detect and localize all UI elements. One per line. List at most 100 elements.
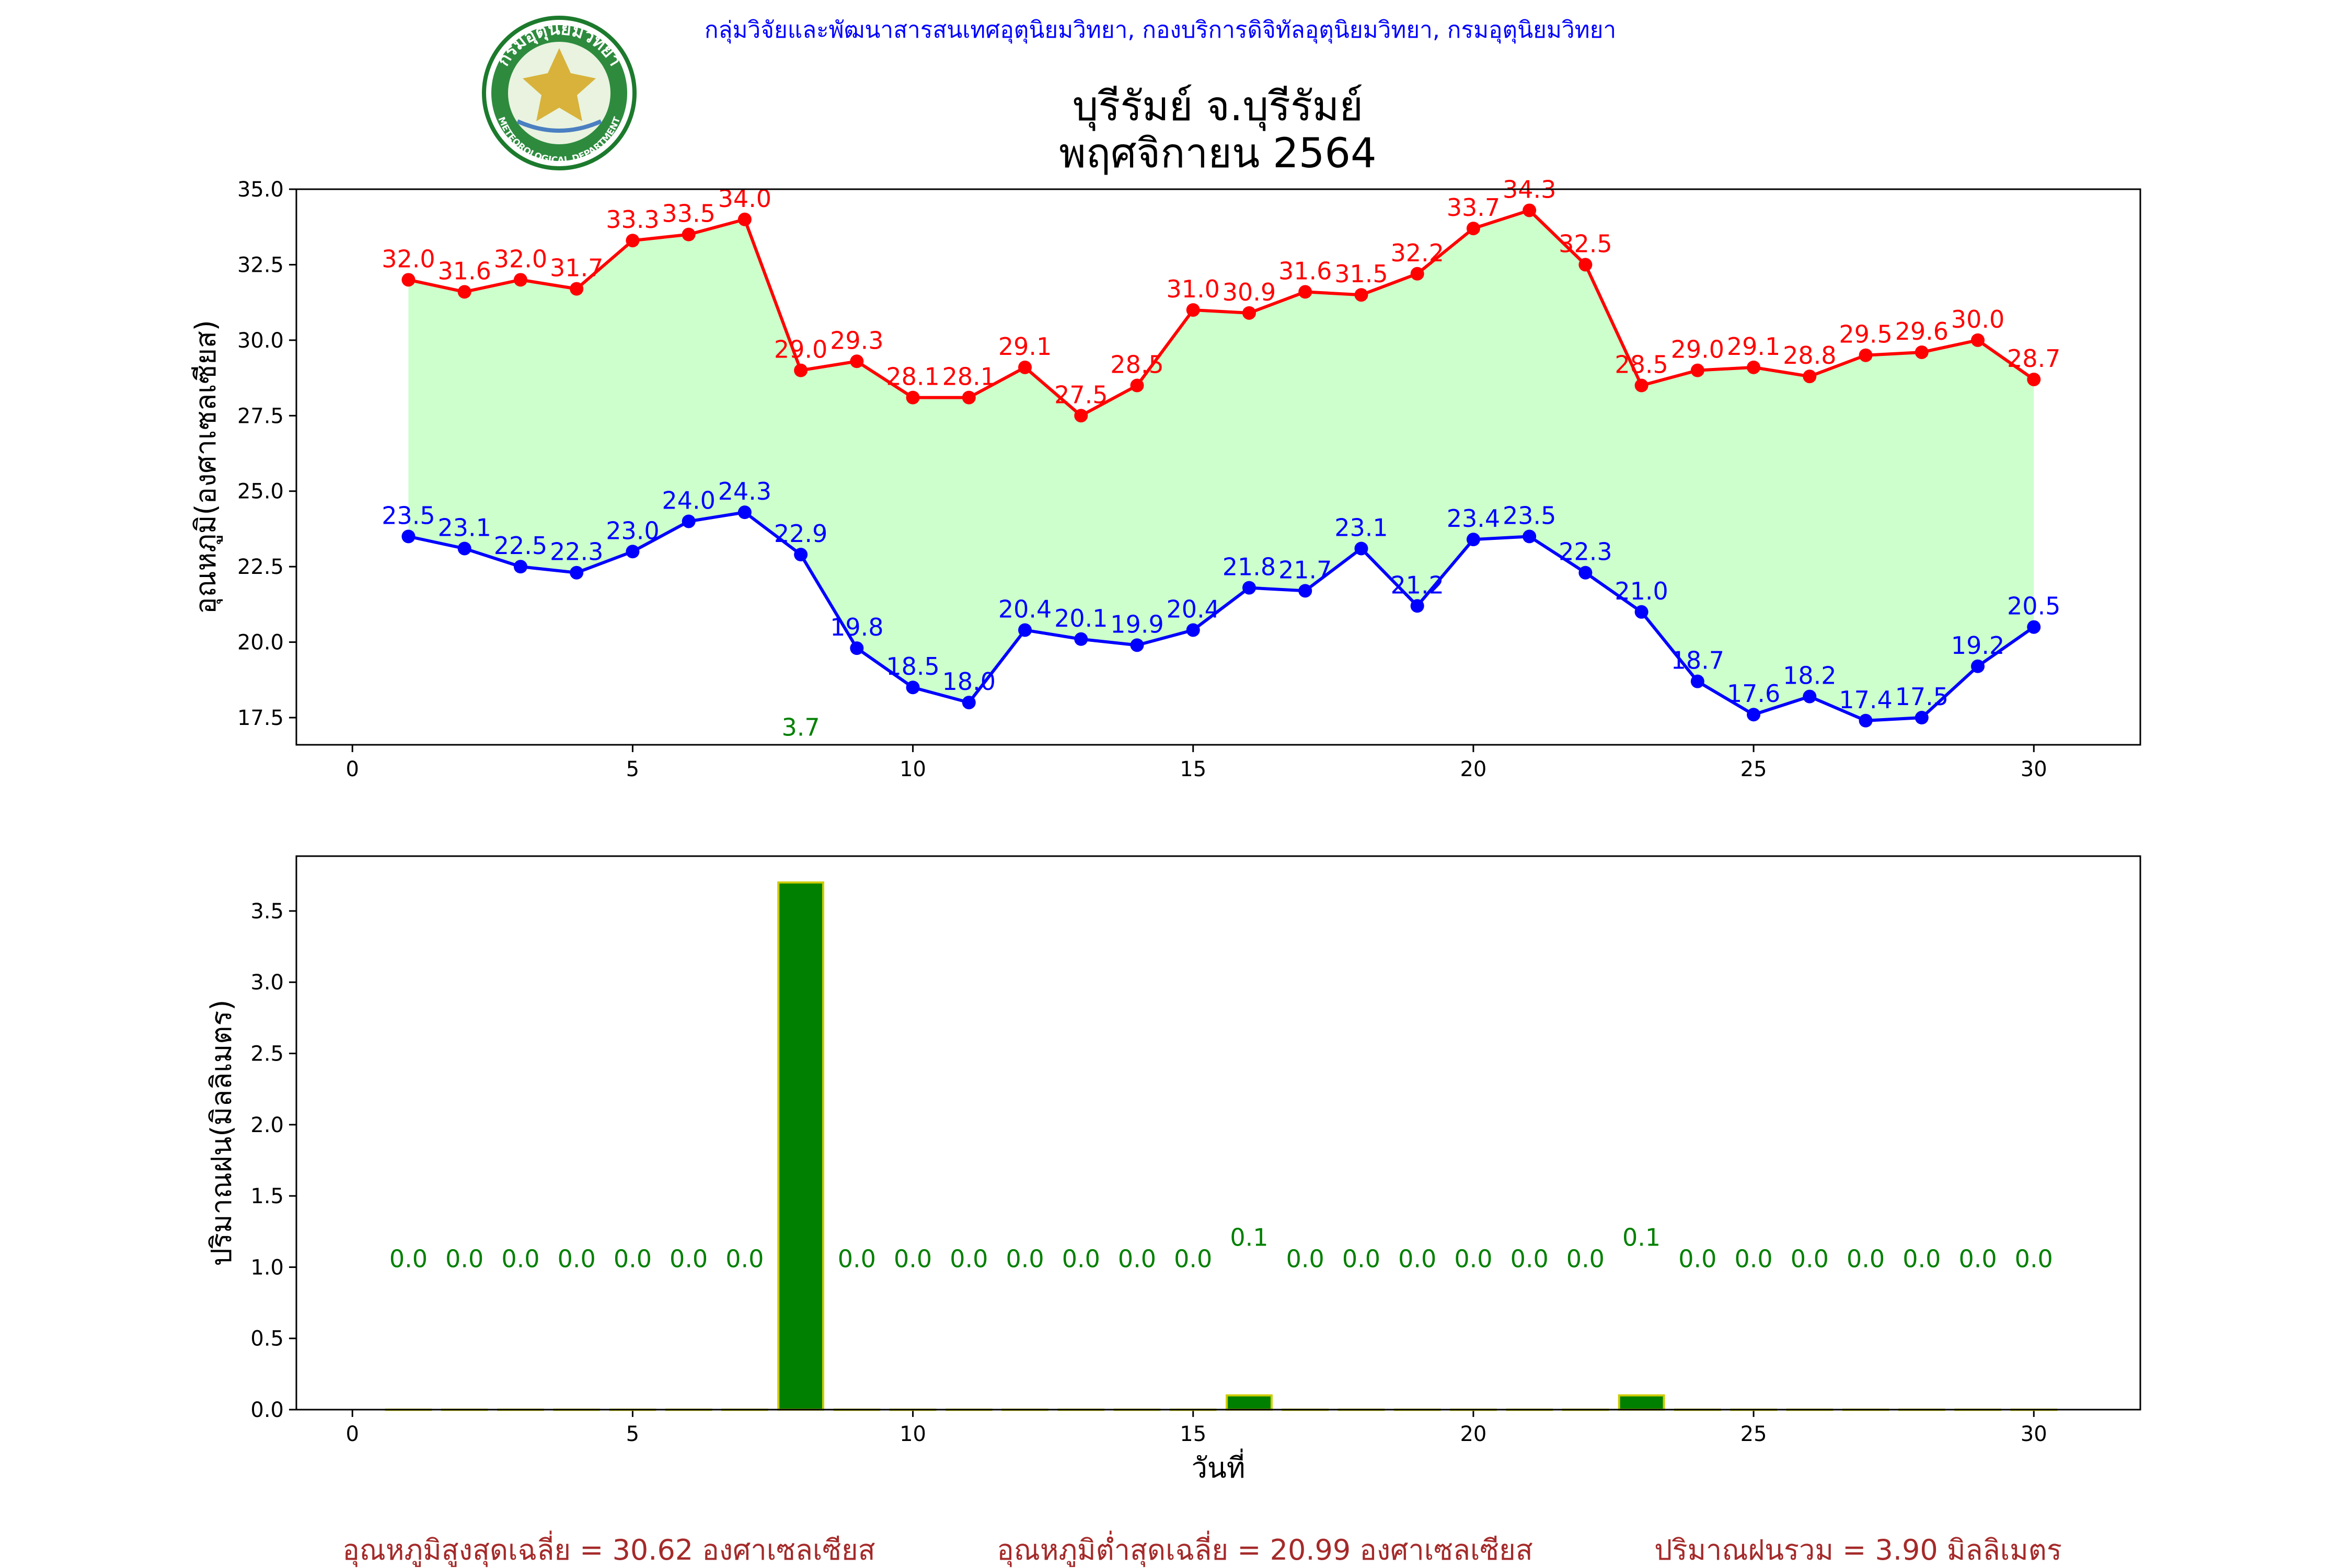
rain-value-label: 0.0 <box>950 1244 988 1273</box>
min-temp-point <box>1634 605 1648 619</box>
max-temp-point <box>457 285 471 299</box>
max-temp-point <box>1634 378 1648 393</box>
max-temp-point <box>1242 306 1256 320</box>
y-tick-label: 2.5 <box>250 1042 284 1066</box>
rain-value-label: 0.0 <box>1398 1244 1436 1273</box>
plot-area <box>296 856 2140 1410</box>
max-temp-value-label: 29.6 <box>1895 317 1949 345</box>
max-temp-value-label: 31.6 <box>1278 257 1332 285</box>
min-temp-point <box>794 548 808 562</box>
x-tick-label: 15 <box>1180 1422 1206 1446</box>
min-temp-point <box>906 681 920 695</box>
rainfall-y-axis-label: ปริมาณฝน(มิลลิเมตร) <box>205 1000 238 1266</box>
min-temp-value-label: 17.5 <box>1895 683 1949 711</box>
rain-bar <box>1226 1394 1273 1411</box>
max-temp-value-label: 31.6 <box>437 257 491 285</box>
x-tick-label: 20 <box>1460 757 1486 781</box>
y-tick-label: 27.5 <box>237 404 284 428</box>
min-temp-point <box>1130 638 1144 652</box>
max-temp-point <box>1186 303 1200 317</box>
min-temp-line <box>408 510 2035 722</box>
min-temp-value-label: 17.6 <box>1727 679 1780 708</box>
y-tick-label: 1.5 <box>250 1184 284 1208</box>
min-temp-point <box>1803 689 1817 704</box>
max-temp-point <box>682 227 696 241</box>
min-temp-point <box>570 566 584 580</box>
rain-value-label: 0.0 <box>725 1244 764 1273</box>
max-temp-value-label: 30.0 <box>1951 305 2004 333</box>
x-tick-label: 5 <box>626 757 639 781</box>
footer-total-rain: ปริมาณฝนรวม = 3.90 มิลลิเมตร <box>1654 1534 2062 1566</box>
min-temp-value-label: 18.0 <box>942 667 996 696</box>
y-tick-label: 22.5 <box>237 555 284 579</box>
max-temp-value-label: 33.5 <box>662 200 715 228</box>
min-temp-point <box>1466 533 1480 547</box>
max-temp-point <box>794 363 808 377</box>
max-temp-point <box>1298 285 1312 299</box>
max-temp-value-label: 29.1 <box>1727 332 1780 361</box>
min-temp-point <box>962 696 976 710</box>
max-temp-value-label: 32.2 <box>1390 239 1444 267</box>
footer-avg-max: อุณหภูมิสูงสุดเฉลี่ย = 30.62 องศาเซลเซีย… <box>342 1530 875 1567</box>
min-temp-value-label: 23.5 <box>1503 501 1556 529</box>
max-temp-point <box>1410 267 1424 281</box>
max-temp-point <box>1074 409 1088 423</box>
min-temp-point <box>513 560 527 574</box>
y-tick-label: 3.5 <box>250 900 284 924</box>
max-temp-value-label: 31.0 <box>1167 275 1220 303</box>
y-tick-label: 0.5 <box>250 1327 284 1351</box>
min-temp-value-label: 20.1 <box>1054 604 1108 632</box>
rain-value-label: 0.0 <box>1847 1244 1885 1273</box>
rainfall-x-axis-label: วันที่ <box>1192 1448 1246 1484</box>
rain-value-label: 0.0 <box>1454 1244 1492 1273</box>
rain-value-label: 0.0 <box>670 1244 708 1273</box>
max-temp-value-label: 32.0 <box>382 245 435 273</box>
min-temp-value-label: 19.8 <box>830 613 883 641</box>
x-tick-label: 5 <box>626 1422 639 1446</box>
min-temp-value-label: 20.4 <box>998 595 1052 623</box>
max-temp-value-label: 28.5 <box>1615 351 1668 379</box>
rain-value-label: 0.0 <box>1511 1244 1549 1273</box>
max-temp-point <box>401 273 416 287</box>
x-tick-label: 20 <box>1460 1422 1486 1446</box>
min-temp-value-label: 18.7 <box>1671 647 1724 675</box>
min-temp-point <box>1186 623 1200 637</box>
min-temp-value-label: 19.2 <box>1951 631 2004 660</box>
y-tick-label: 2.0 <box>250 1113 284 1137</box>
rain-value-label: 0.0 <box>1062 1244 1100 1273</box>
max-temp-value-label: 28.8 <box>1783 341 1836 370</box>
min-temp-value-label: 24.3 <box>718 477 771 505</box>
max-temp-value-label: 28.1 <box>886 363 939 391</box>
rain-value-label: 0.0 <box>1118 1244 1156 1273</box>
min-temp-point <box>1410 599 1424 613</box>
min-temp-point <box>1354 541 1368 556</box>
rain-value-label: 0.0 <box>1006 1244 1044 1273</box>
rain-value-label: 0.0 <box>1342 1244 1380 1273</box>
max-temp-value-label: 28.7 <box>2007 344 2060 373</box>
rain-value-label: 0.0 <box>1735 1244 1773 1273</box>
rain-annotation: 3.7 <box>782 713 820 742</box>
rain-value-label: 0.0 <box>389 1244 428 1273</box>
rain-value-label: 0.0 <box>1958 1244 1997 1273</box>
chart-title-line2: พฤศจิกายน 2564 <box>1059 130 1376 177</box>
rain-bar <box>777 881 824 1411</box>
rain-value-label: 0.0 <box>445 1244 483 1273</box>
max-temp-value-label: 28.5 <box>1110 351 1163 379</box>
max-temp-point <box>1859 348 1873 362</box>
rainfall-chart: 0 5 10 15 20 25 30 0.0 0.5 1.0 1.5 2.0 2.5 3.0 3.5 0.0 0… <box>205 855 2141 1484</box>
rain-value-label: 0.1 <box>1230 1224 1268 1252</box>
min-temp-value-label: 22.9 <box>774 520 827 548</box>
min-temp-value-label: 22.3 <box>1559 538 1612 566</box>
rain-value-label: 0.0 <box>1174 1244 1212 1273</box>
x-tick-label: 0 <box>346 1422 359 1446</box>
min-temp-point <box>1018 623 1032 637</box>
rain-value-label: 0.0 <box>838 1244 876 1273</box>
max-temp-point <box>1803 370 1817 384</box>
x-tick-label: 10 <box>900 757 926 781</box>
y-tick-label: 30.0 <box>237 329 284 353</box>
rain-value-label: 0.0 <box>2015 1244 2053 1273</box>
y-tick-label: 32.5 <box>237 253 284 277</box>
rain-value-label: 0.0 <box>1566 1244 1605 1273</box>
min-temp-point <box>457 541 471 556</box>
rain-value-label: 0.0 <box>614 1244 652 1273</box>
